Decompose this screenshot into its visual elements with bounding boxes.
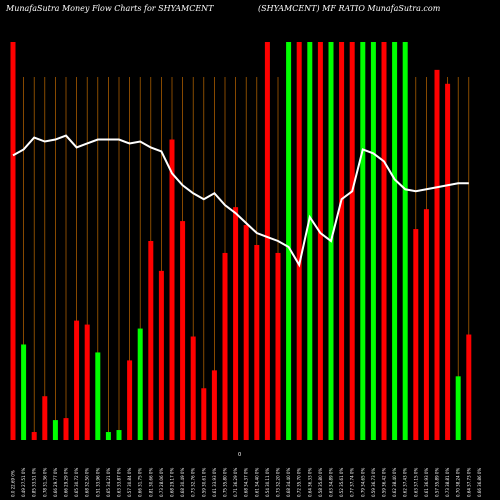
chart-subtitle: (SHYAMCENT) MF RATIO MunafaSutra.com	[258, 4, 441, 13]
x-tick-label: 0.71 36.29 0%	[233, 468, 238, 497]
bar-2	[21, 344, 27, 440]
bar-12	[127, 360, 133, 440]
bar-26	[275, 252, 281, 440]
chart-title: MunafaSutra Money Flow Charts for SHYAMC…	[5, 4, 214, 13]
bar-24	[254, 244, 260, 440]
x-tick-label: 0.81 30.66 0%	[148, 468, 153, 497]
bar-14	[148, 241, 154, 440]
x-tick-label: 0.49 27.51 0%	[21, 468, 26, 497]
x-tick-label: 0.64 37.73 0%	[466, 468, 471, 497]
x-tick-label: 0.70 38.24 0%	[456, 468, 461, 497]
bar-38	[402, 42, 408, 440]
bar-23	[243, 225, 249, 440]
x-tick-label: 0.79 34.65 0%	[360, 468, 365, 497]
x-tick-label: 0.65 34.21 0%	[106, 468, 111, 497]
x-tick-label: 0.62 38.40 0%	[392, 468, 397, 497]
x-tick-label: 0.68 30.49 0%	[180, 468, 185, 497]
x-tick-label: 0.58 35.80 0%	[318, 468, 323, 497]
bar-11	[116, 430, 122, 440]
x-tick-label: 0.57 35.89 0%	[435, 468, 440, 497]
bar-25	[264, 42, 270, 440]
bar-22	[233, 207, 239, 440]
bar-30	[317, 42, 323, 440]
x-tick-label: 0.51 33.96 0%	[95, 468, 100, 497]
bar-33	[349, 42, 355, 440]
bar-28	[296, 42, 302, 440]
x-tick-labels: 0.0 22.69 0% 0.49 27.51 0% 0.85 33.51 0% 0.…	[11, 468, 482, 497]
bar-7	[74, 320, 80, 440]
x-tick-label: 0.68 29.17 0%	[170, 468, 175, 497]
bar-19	[201, 388, 207, 440]
x-tick-label: 0.66 29.29 0%	[64, 468, 69, 497]
x-tick-label: 0.66 36.86 0%	[477, 468, 482, 497]
x-tick-label: 0.61 33.93 0%	[212, 468, 217, 497]
bar-9	[95, 352, 101, 440]
x-tick-label: 0.63 33.87 0%	[117, 468, 122, 497]
bar-18	[190, 336, 196, 440]
bar-44	[466, 334, 472, 440]
bar-40	[423, 209, 429, 440]
bar-43	[455, 376, 461, 440]
x-tick-label: 0.85 33.51 0%	[32, 468, 37, 497]
bar-35	[370, 42, 376, 440]
bar-42	[445, 83, 451, 440]
bar-27	[286, 42, 292, 440]
bar-29	[307, 42, 313, 440]
x-tick-label: 0.64 36.33 0%	[307, 468, 312, 497]
x-tick-label: 0.61 34.40 0%	[254, 468, 259, 497]
bar-6	[63, 418, 69, 440]
x-tick-label: 0.68 34.37 0%	[244, 468, 249, 497]
x-tick-label: 0.61 36.93 0%	[424, 468, 429, 497]
x-tick-label: 0.0 22.69 0%	[11, 470, 16, 497]
bar-39	[413, 229, 419, 440]
x-tick-label: 0.65 30.72 0%	[74, 468, 79, 497]
bar-32	[339, 42, 345, 440]
x-tick-label: 0.73 32.20 0%	[276, 468, 281, 497]
x-tick-label: 0.59 36.42 0%	[382, 468, 387, 497]
x-tick-label: 0.73 28.06 0%	[159, 468, 164, 497]
x-tick-label: 0.73 38.81 0%	[445, 468, 450, 497]
flow-line	[12, 134, 469, 268]
x-tick-label: 0.68 32.50 0%	[85, 468, 90, 497]
bar-10	[105, 432, 111, 440]
x-tick-label: 0.73 32.76 0%	[191, 468, 196, 497]
bar-series	[10, 42, 472, 441]
x-tick-label: 0.68 34.40 0%	[286, 468, 291, 497]
x-tick-label: 0.57 30.84 0%	[127, 468, 132, 497]
x-tick-label: 0.66 29.77 0%	[53, 468, 58, 497]
bar-41	[434, 69, 440, 441]
x-tick-label: 0.59 36.73 0%	[371, 468, 376, 497]
bar-34	[360, 42, 366, 440]
center-label: 0	[238, 452, 241, 458]
x-tick-label: 0.59 30.61 0%	[201, 468, 206, 497]
bar-17	[180, 221, 186, 440]
x-tick-label: 0.72 35.70 0%	[297, 468, 302, 497]
bar-37	[392, 42, 398, 440]
bar-20	[211, 370, 217, 440]
bar-5	[52, 420, 58, 440]
bar-21	[222, 252, 228, 440]
bar-36	[381, 42, 387, 440]
x-tick-label: 0.54 30.11 0%	[265, 468, 270, 497]
bar-4	[42, 396, 48, 440]
bar-16	[169, 139, 175, 440]
x-tick-label: 0.66 31.75 0%	[138, 468, 143, 497]
x-tick-label: 0.75 35.80 0%	[223, 468, 228, 497]
x-tick-label: 0.77 37.74 0%	[350, 468, 355, 497]
bar-1	[10, 42, 16, 440]
x-tick-label: 0.63 37.15 0%	[413, 468, 418, 497]
bar-15	[158, 270, 164, 440]
x-tick-label: 0.52 35.61 0%	[339, 468, 344, 497]
bar-3	[31, 432, 37, 440]
x-tick-label: 0.78 31.36 0%	[42, 468, 47, 497]
x-tick-label: 0.62 37.43 0%	[403, 468, 408, 497]
bar-13	[137, 328, 143, 440]
bar-8	[84, 324, 90, 440]
x-tick-label: 0.63 34.89 0%	[329, 468, 334, 497]
